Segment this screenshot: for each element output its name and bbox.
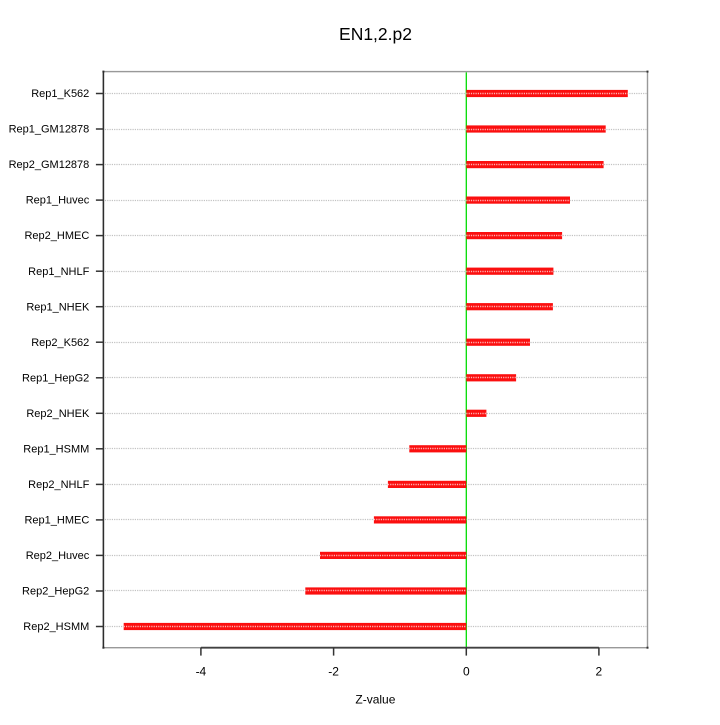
svg-text:Rep1_HSMM: Rep1_HSMM: [23, 443, 89, 455]
svg-text:Rep2_K562: Rep2_K562: [31, 337, 89, 349]
svg-text:2: 2: [596, 664, 603, 678]
svg-text:Z-value: Z-value: [355, 692, 395, 706]
svg-text:0: 0: [463, 664, 470, 678]
svg-text:Rep2_GM12878: Rep2_GM12878: [9, 159, 90, 171]
svg-text:Rep2_HMEC: Rep2_HMEC: [24, 230, 89, 242]
svg-text:Rep2_Huvec: Rep2_Huvec: [26, 550, 90, 562]
svg-text:-2: -2: [328, 664, 339, 678]
svg-text:Rep1_K562: Rep1_K562: [31, 88, 89, 100]
svg-text:EN1,2.p2: EN1,2.p2: [339, 24, 412, 44]
svg-text:Rep1_Huvec: Rep1_Huvec: [26, 195, 90, 207]
svg-text:Rep1_GM12878: Rep1_GM12878: [9, 124, 90, 136]
svg-text:-4: -4: [196, 664, 207, 678]
svg-text:Rep2_HSMM: Rep2_HSMM: [23, 621, 89, 633]
svg-text:Rep2_NHLF: Rep2_NHLF: [28, 479, 89, 491]
svg-text:Rep2_NHEK: Rep2_NHEK: [26, 408, 90, 420]
svg-text:Rep1_HMEC: Rep1_HMEC: [24, 515, 89, 527]
svg-text:Rep1_HepG2: Rep1_HepG2: [22, 372, 89, 384]
svg-text:Rep1_NHEK: Rep1_NHEK: [26, 301, 90, 313]
svg-text:Rep1_NHLF: Rep1_NHLF: [28, 266, 89, 278]
svg-text:Rep2_HepG2: Rep2_HepG2: [22, 586, 89, 598]
